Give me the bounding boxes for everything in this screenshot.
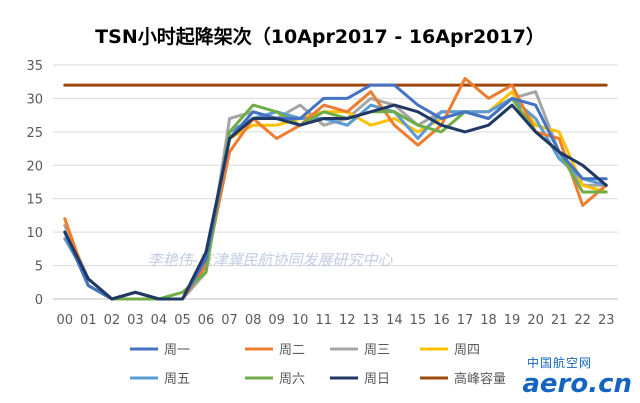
- chart-title: TSN小时起降架次（10Apr2017 - 16Apr2017）: [95, 25, 545, 48]
- x-tick-label: 17: [457, 313, 474, 328]
- legend-label: 周四: [454, 343, 480, 358]
- x-tick-label: 18: [480, 313, 497, 328]
- x-tick-label: 19: [504, 313, 521, 328]
- x-tick-label: 16: [433, 313, 450, 328]
- logo-top-text: 中国航空网: [526, 356, 592, 370]
- x-tick-label: 10: [292, 313, 309, 328]
- legend-label: 周六: [279, 372, 305, 387]
- x-tick-label: 11: [315, 313, 332, 328]
- legend-label: 周二: [279, 343, 305, 358]
- series-lines: [63, 76, 608, 301]
- y-tick-label: 35: [26, 59, 43, 74]
- x-tick-label: 05: [174, 313, 191, 328]
- x-tick-label: 03: [127, 313, 144, 328]
- legend-label: 周一: [164, 343, 190, 358]
- x-tick-label: 12: [339, 313, 356, 328]
- legend-item: 周五: [130, 372, 190, 387]
- x-tick-label: 07: [221, 313, 238, 328]
- legend-item: 周三: [330, 343, 390, 358]
- aero-logo: 中国航空网 aero.cn: [522, 354, 632, 397]
- series-line-6: [63, 103, 608, 301]
- y-tick-label: 10: [26, 226, 43, 241]
- y-tick-label: 25: [26, 126, 43, 141]
- x-tick-label: 04: [151, 313, 168, 328]
- x-tick-label: 22: [574, 313, 591, 328]
- legend-item: 周六: [245, 372, 305, 387]
- x-tick-label: 15: [410, 313, 427, 328]
- x-tick-label: 23: [598, 313, 615, 328]
- legend-item: 高峰容量: [420, 371, 506, 387]
- y-tick-label: 5: [35, 260, 43, 275]
- logo-main-text: aero.cn: [522, 369, 632, 399]
- x-tick-label: 00: [56, 313, 73, 328]
- x-tick-label: 13: [363, 313, 380, 328]
- y-tick-label: 20: [26, 159, 43, 174]
- x-tick-label: 21: [551, 313, 568, 328]
- legend-label: 高峰容量: [454, 371, 506, 387]
- legend-label: 周三: [364, 343, 390, 358]
- legend-item: 周一: [130, 343, 190, 358]
- x-tick-label: 20: [527, 313, 544, 328]
- x-tick-label: 06: [198, 313, 215, 328]
- legend-label: 周五: [164, 372, 190, 387]
- legend-item: 周四: [420, 343, 480, 358]
- x-tick-label: 02: [104, 313, 121, 328]
- x-tick-label: 09: [268, 313, 285, 328]
- legend-item: 周日: [330, 372, 390, 387]
- y-tick-label: 0: [35, 293, 43, 308]
- y-tick-label: 15: [26, 193, 43, 208]
- grid-lines: [53, 64, 618, 300]
- y-axis-tick-labels: 0 5 10 15 20 25 30 35: [26, 59, 43, 308]
- legend-item: 周二: [245, 343, 305, 358]
- x-tick-label: 08: [245, 313, 262, 328]
- watermark-text: 李艳伟-京津冀民航协同发展研究中心: [147, 251, 393, 269]
- x-tick-label: 14: [386, 313, 403, 328]
- legend-label: 周日: [364, 372, 390, 387]
- x-tick-label: 01: [80, 313, 97, 328]
- x-axis-tick-labels: 00 01 02 03 04 05 06 07 08 09 10 11 12 13 14 15 16 17 18 19…: [56, 313, 614, 328]
- y-tick-label: 30: [26, 92, 43, 107]
